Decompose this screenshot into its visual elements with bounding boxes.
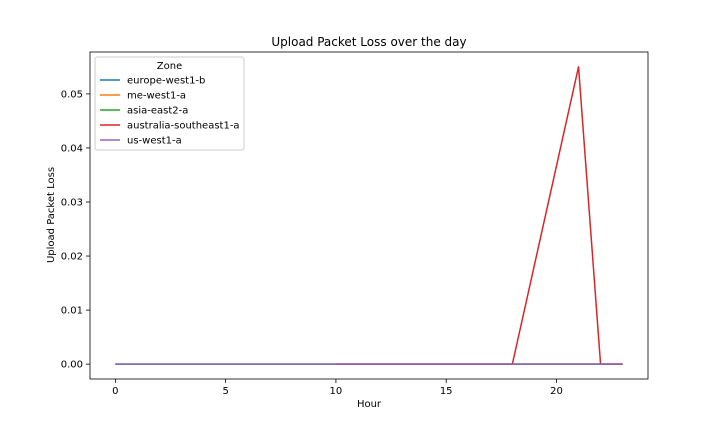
y-tick-label: 0.00 (61, 360, 83, 371)
legend-label: europe-west1-b (127, 76, 205, 87)
y-axis: 0.00 0.01 0.02 0.03 0.04 0.05 (61, 89, 90, 371)
y-tick-label: 0.03 (61, 197, 83, 208)
legend-box (94, 56, 245, 151)
legend: Zone europe-west1-b me-west1-a asia-east2-a… (94, 56, 245, 151)
legend-label: australia-southeast1-a (127, 121, 240, 132)
y-tick-label: 0.02 (61, 252, 83, 263)
x-tick-label: 0 (112, 386, 118, 397)
plot-frame (89, 51, 649, 380)
chart-title: Upload Packet Loss over the day (271, 35, 466, 49)
y-tick-label: 0.05 (61, 89, 83, 100)
legend-label: us-west1-a (127, 136, 182, 147)
x-axis-title: Hour (357, 399, 382, 410)
y-axis-title: Upload Packet Loss (46, 167, 57, 263)
legend-title: Zone (157, 61, 182, 72)
x-tick-label: 20 (550, 386, 563, 397)
x-tick-label: 10 (330, 386, 343, 397)
x-tick-label: 15 (440, 386, 453, 397)
series-line-australia-southeast1-a (335, 66, 623, 365)
y-tick-label: 0.04 (61, 143, 83, 154)
y-tick-label: 0.01 (61, 306, 83, 317)
x-tick-label: 5 (222, 386, 228, 397)
x-axis: 0 5 10 15 20 (112, 379, 563, 397)
legend-label: me-west1-a (127, 91, 186, 102)
series-lines (115, 66, 623, 365)
legend-label: asia-east2-a (127, 106, 188, 117)
